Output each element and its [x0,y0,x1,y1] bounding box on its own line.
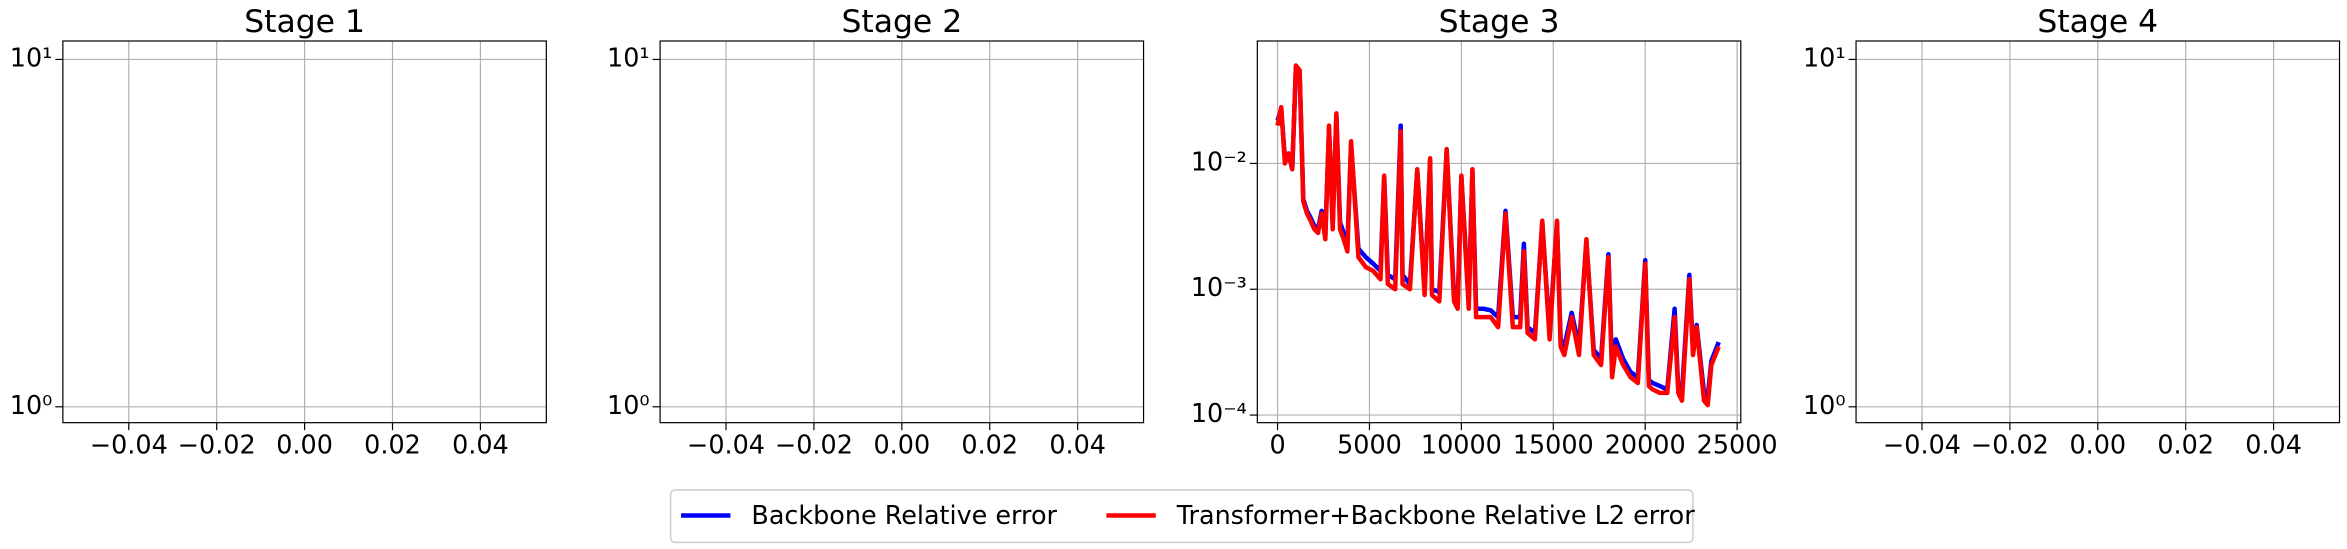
x-tick-label: 20000 [1605,430,1686,460]
x-tick-label: −0.02 [1971,430,2049,460]
axes-frame [62,40,547,424]
x-tick-label: 0.04 [1049,430,1106,460]
y-tick-label: 10⁰ [607,390,650,420]
x-tick-label: −0.04 [90,430,168,460]
series-line [1275,65,1721,399]
subplot-title: Stage 2 [841,4,962,40]
x-tick-label: −0.04 [1883,430,1961,460]
y-tick-label: 10¹ [10,42,53,72]
x-tick-label: 0.04 [2245,430,2302,460]
axes-frame [659,40,1145,424]
subplot-title: Stage 4 [2037,4,2158,40]
y-tick-label: 10¹ [1803,42,1846,72]
x-tick-label: 15000 [1513,430,1594,460]
legend-box [669,489,1694,544]
y-tick-label: 10⁻⁴ [1191,398,1247,428]
x-tick-label: 5000 [1337,430,1402,460]
x-tick-label: 0.02 [961,430,1018,460]
x-tick-label: 0 [1269,430,1285,460]
x-tick-label: −0.02 [775,430,853,460]
axes-frame [1256,40,1742,424]
x-tick-label: 25000 [1697,430,1778,460]
x-tick-label: 10000 [1421,430,1502,460]
legend-label: Backbone Relative error [751,500,1057,530]
y-tick-label: 10⁰ [1803,390,1846,420]
y-tick-label: 10¹ [607,42,650,72]
y-tick-label: 10⁻³ [1191,272,1247,302]
x-tick-label: 0.00 [2069,430,2126,460]
series-line [1275,63,1721,408]
x-tick-label: 0.02 [2157,430,2214,460]
subplot-title: Stage 1 [244,4,365,40]
y-tick-label: 10⁻² [1191,146,1247,176]
legend-label: Transformer+Backbone Relative L2 error [1176,500,1696,530]
subplot-title: Stage 3 [1439,4,1560,40]
x-tick-label: −0.04 [687,430,765,460]
axes-frame [1855,40,2341,424]
x-tick-label: 0.00 [874,430,931,460]
x-tick-label: 0.02 [364,430,421,460]
y-tick-label: 10⁰ [10,390,53,420]
x-tick-label: 0.00 [276,430,333,460]
x-tick-label: −0.02 [178,430,256,460]
x-tick-label: 0.04 [452,430,509,460]
